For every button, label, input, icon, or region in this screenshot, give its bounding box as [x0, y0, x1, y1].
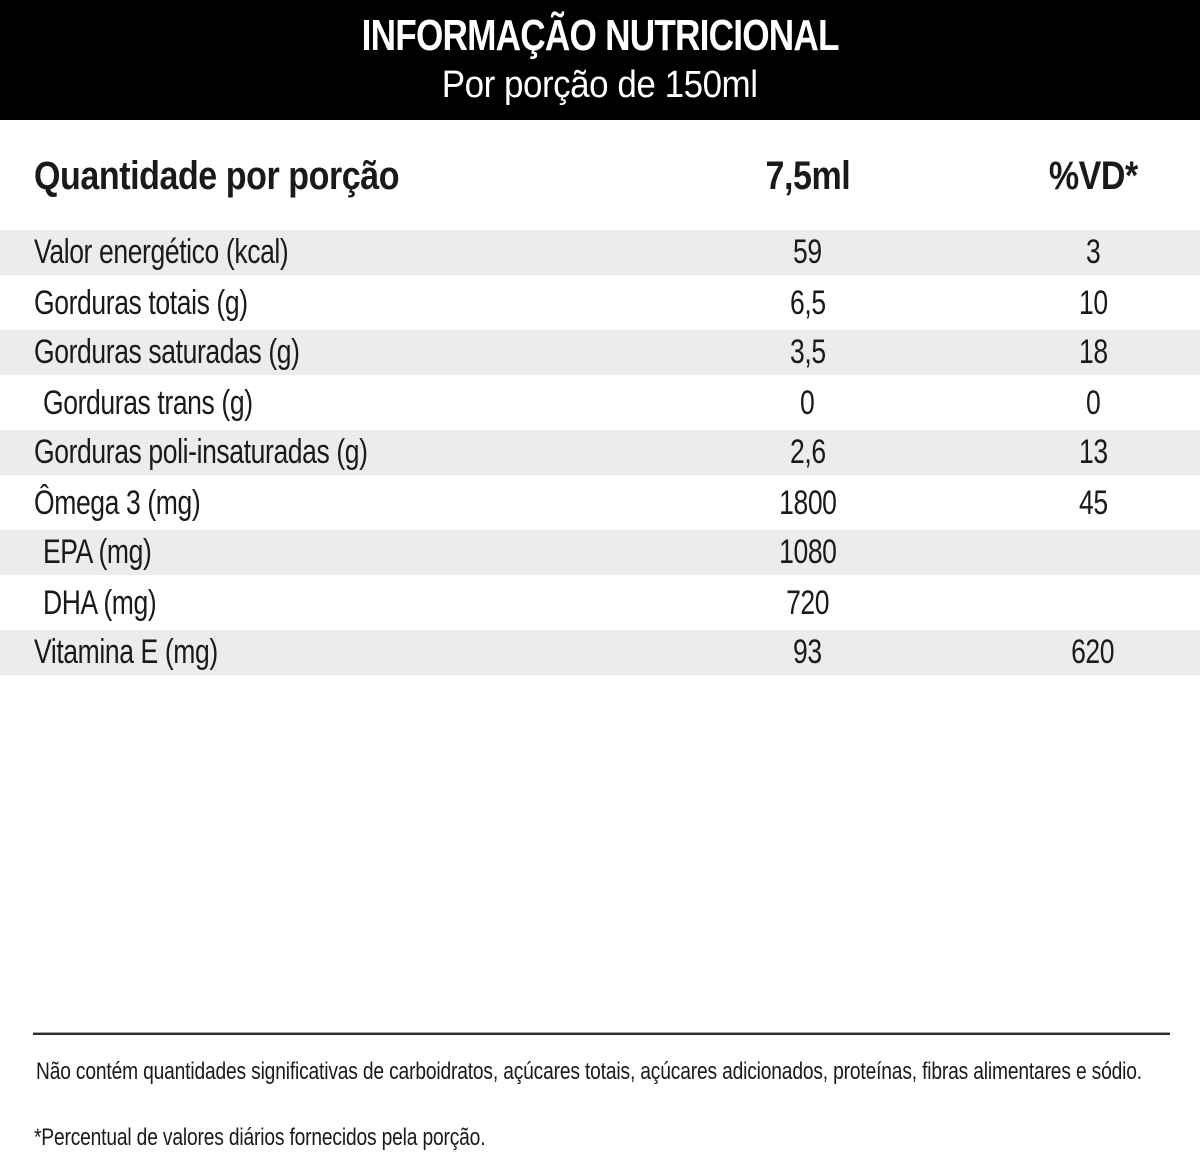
column-header-amount: 7,5ml	[765, 153, 850, 198]
row-label-text: DHA (mg)	[43, 583, 157, 622]
row-label-text: Gorduras poli-insaturadas (g)	[34, 433, 368, 471]
row-daily-value-text: 0	[1085, 383, 1101, 422]
row-amount-value: 720	[685, 584, 930, 623]
row-label-text: Valor energético (kcal)	[34, 233, 289, 271]
row-label-text: Ômega 3 (mg)	[34, 483, 201, 522]
row-daily-value-text: 45	[1078, 483, 1108, 522]
row-label: Ômega 3 (mg)	[0, 484, 685, 523]
row-amount-value-text: 2,6	[789, 433, 826, 471]
row-daily-value-text: 13	[1078, 433, 1108, 471]
row-label: Gorduras trans (g)	[0, 384, 685, 423]
row-label-text: Vitamina E (mg)	[34, 633, 218, 671]
row-amount-value-text: 1800	[778, 483, 837, 522]
row-daily-value-text: 620	[1071, 633, 1115, 671]
table-row: Gorduras poli-insaturadas (g) 2,6 13	[0, 428, 1200, 478]
row-daily-value: 620	[930, 633, 1200, 672]
row-amount-value: 1800	[685, 484, 930, 523]
row-label: DHA (mg)	[0, 584, 685, 623]
row-amount-value: 0	[685, 384, 930, 423]
row-amount-value-text: 3,5	[789, 333, 826, 371]
footer-divider-line	[33, 1032, 1170, 1035]
serving-size-subtitle: Por porção de 150ml	[442, 64, 758, 106]
nutrition-label-header: INFORMAÇÃO NUTRICIONAL Por porção de 150…	[0, 0, 1200, 120]
row-amount-value: 3,5	[685, 333, 930, 372]
row-label: Valor energético (kcal)	[0, 233, 685, 272]
row-amount-value: 59	[685, 233, 930, 272]
column-header-daily-value: %VD*	[1048, 153, 1138, 198]
row-amount-value-text: 59	[793, 233, 822, 271]
row-label: EPA (mg)	[0, 533, 685, 572]
no-significant-amounts-note: Não contém quantidades significativas de…	[36, 1058, 1142, 1085]
row-amount-value-text: 1080	[778, 533, 837, 571]
row-label: Vitamina E (mg)	[0, 633, 685, 672]
table-row: Vitamina E (mg) 93 620	[0, 628, 1200, 678]
row-amount-value: 2,6	[685, 433, 930, 472]
daily-value-footnote: *Percentual de valores diários fornecido…	[34, 1124, 486, 1151]
row-daily-value: 45	[930, 484, 1200, 523]
row-daily-value	[930, 584, 1200, 623]
nutrition-table: Valor energético (kcal) 59 3 Gorduras totai…	[0, 228, 1200, 678]
column-header-quantity: Quantidade por porção	[34, 153, 400, 198]
table-row: Gorduras trans (g) 0 0	[0, 378, 1200, 428]
row-daily-value	[930, 533, 1200, 572]
table-row: Gorduras totais (g) 6,5 10	[0, 278, 1200, 328]
table-row: EPA (mg) 1080	[0, 528, 1200, 578]
row-label-text: Gorduras totais (g)	[34, 283, 248, 322]
row-daily-value-text: 10	[1078, 283, 1108, 322]
row-amount-value-text: 0	[800, 383, 815, 422]
row-label: Gorduras poli-insaturadas (g)	[0, 433, 685, 472]
row-amount-value: 1080	[685, 533, 930, 572]
row-daily-value-text: 18	[1078, 333, 1108, 371]
row-daily-value: 13	[930, 433, 1200, 472]
table-row: Ômega 3 (mg) 1800 45	[0, 478, 1200, 528]
row-label: Gorduras totais (g)	[0, 284, 685, 323]
row-daily-value: 3	[930, 233, 1200, 272]
row-daily-value: 0	[930, 384, 1200, 423]
row-amount-value: 93	[685, 633, 930, 672]
label-subtitle-line: Por porção de 150ml	[0, 62, 1200, 108]
row-amount-value-text: 93	[793, 633, 822, 671]
row-daily-value: 10	[930, 284, 1200, 323]
row-amount-value-text: 6,5	[789, 283, 826, 322]
table-row: Gorduras saturadas (g) 3,5 18	[0, 328, 1200, 378]
row-label-text: Gorduras trans (g)	[43, 383, 253, 422]
row-label: Gorduras saturadas (g)	[0, 333, 685, 372]
row-amount-value: 6,5	[685, 284, 930, 323]
label-title-line: INFORMAÇÃO NUTRICIONAL	[0, 10, 1200, 62]
row-label-text: Gorduras saturadas (g)	[34, 333, 300, 371]
table-row: Valor energético (kcal) 59 3	[0, 228, 1200, 278]
row-label-text: EPA (mg)	[43, 533, 152, 571]
table-column-header: Quantidade por porção 7,5ml %VD*	[0, 148, 1200, 204]
row-daily-value-text: 3	[1085, 233, 1101, 271]
row-amount-value-text: 720	[785, 583, 830, 622]
row-daily-value: 18	[930, 333, 1200, 372]
page-title: INFORMAÇÃO NUTRICIONAL	[361, 11, 839, 60]
table-row: DHA (mg) 720	[0, 578, 1200, 628]
